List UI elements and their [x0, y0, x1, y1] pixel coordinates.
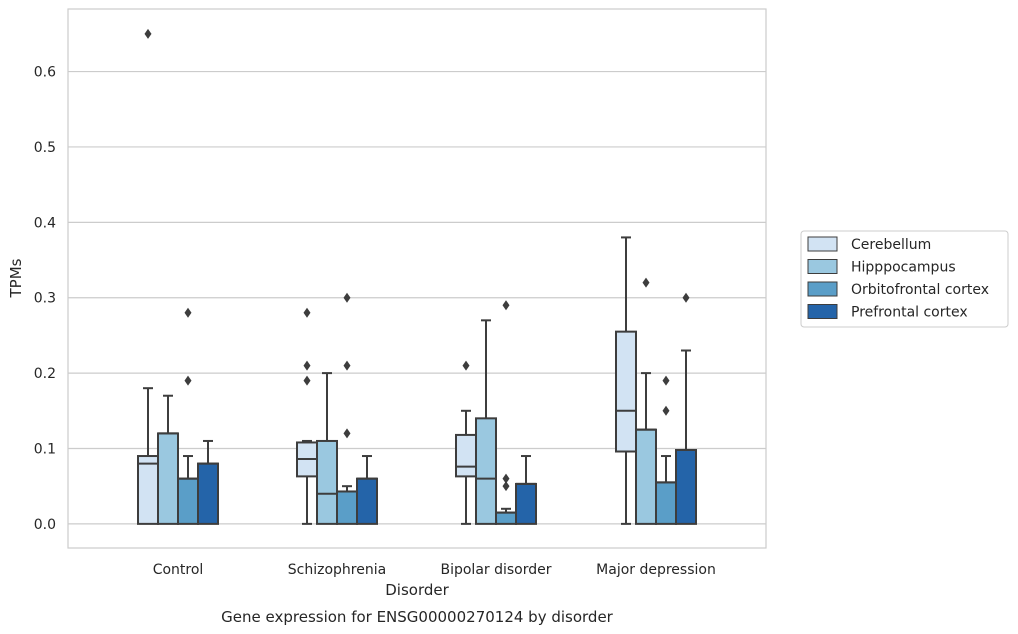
- box-prefrontal-cortex-1: [356, 455, 378, 525]
- x-axis-ticks: Control Schizophrenia Bipolar disorder Majo…: [153, 562, 716, 578]
- y-tick-label: 0.1: [34, 441, 56, 457]
- box-body: [356, 477, 378, 525]
- outlier-point: [343, 360, 351, 371]
- box-prefrontal-cortex-0: [197, 439, 219, 525]
- box-cerebellum-1: [296, 307, 318, 525]
- x-tick-label: Major depression: [596, 562, 716, 578]
- y-axis-ticks: 0.0 0.1 0.2 0.3 0.4 0.5 0.6: [34, 65, 56, 533]
- box-body: [177, 477, 199, 525]
- y-tick-label: 0.4: [34, 215, 56, 231]
- y-tick-label: 0.3: [34, 291, 56, 307]
- outlier-point: [184, 375, 192, 386]
- box-body: [515, 482, 537, 525]
- outlier-point: [462, 360, 470, 371]
- box-body: [455, 433, 477, 478]
- y-tick-label: 0.2: [34, 366, 56, 382]
- outlier-point: [662, 375, 670, 386]
- legend: Cerebellum Hipppocampus Orbitofrontal cort…: [800, 230, 1009, 328]
- legend-swatch: [807, 304, 838, 319]
- outlier-point: [662, 405, 670, 416]
- legend-swatch: [807, 236, 838, 252]
- outlier-point: [642, 277, 650, 288]
- plot-area-frame: [67, 8, 767, 549]
- x-tick-label: Schizophrenia: [288, 562, 386, 578]
- gridlines: [68, 70, 766, 525]
- box-orbitofrontal-cortex-3: [655, 375, 677, 525]
- box-prefrontal-cortex-2: [515, 455, 537, 525]
- outlier-point: [502, 473, 510, 484]
- box-orbitofrontal-cortex-1: [336, 292, 358, 525]
- box-body: [495, 511, 517, 525]
- box-orbitofrontal-cortex-0: [177, 307, 199, 525]
- outlier-point: [303, 360, 311, 371]
- box-cerebellum-0: [137, 28, 159, 525]
- outlier-point: [184, 307, 192, 318]
- y-tick-label: 0.0: [34, 517, 56, 533]
- x-axis-label: Disorder: [385, 581, 449, 599]
- y-tick-label: 0.6: [34, 65, 56, 81]
- box-cerebellum-2: [455, 360, 477, 525]
- legend-swatch: [807, 281, 838, 297]
- box-orbitofrontal-cortex-2: [495, 300, 517, 525]
- box-body: [475, 417, 497, 525]
- outlier-point: [303, 307, 311, 318]
- legend-label: Cerebellum: [851, 237, 931, 253]
- box-hipppocampus-2: [475, 319, 497, 525]
- x-tick-label: Control: [153, 562, 204, 578]
- box-body: [157, 432, 179, 525]
- box-hipppocampus-1: [316, 372, 338, 525]
- box-cerebellum-3: [615, 236, 637, 525]
- box-body: [675, 449, 697, 525]
- box-body: [316, 439, 338, 525]
- box-body: [615, 330, 637, 453]
- box-body: [635, 428, 657, 525]
- outlier-point: [343, 292, 351, 303]
- box-body: [336, 490, 358, 525]
- outlier-point: [502, 300, 510, 311]
- legend-label: Prefrontal cortex: [851, 305, 968, 321]
- box-body: [655, 481, 677, 525]
- outlier-point: [502, 481, 510, 492]
- box-body: [197, 462, 219, 525]
- legend-label: Hipppocampus: [851, 260, 956, 276]
- y-tick-label: 0.5: [34, 140, 56, 156]
- box-groups: [137, 28, 697, 525]
- x-tick-label: Bipolar disorder: [440, 562, 551, 578]
- outlier-point: [343, 428, 351, 439]
- legend-swatch: [807, 259, 838, 274]
- outlier-point: [144, 28, 152, 39]
- y-axis-label: TPMs: [7, 258, 25, 298]
- figure-caption: Gene expression for ENSG00000270124 by d…: [221, 608, 614, 626]
- outlier-point: [303, 375, 311, 386]
- box-prefrontal-cortex-3: [675, 292, 697, 525]
- box-hipppocampus-3: [635, 277, 657, 525]
- box-body: [137, 455, 159, 525]
- box-hipppocampus-0: [157, 394, 179, 525]
- outlier-point: [682, 292, 690, 303]
- legend-frame: [800, 230, 1009, 328]
- legend-label: Orbitofrontal cortex: [851, 282, 989, 298]
